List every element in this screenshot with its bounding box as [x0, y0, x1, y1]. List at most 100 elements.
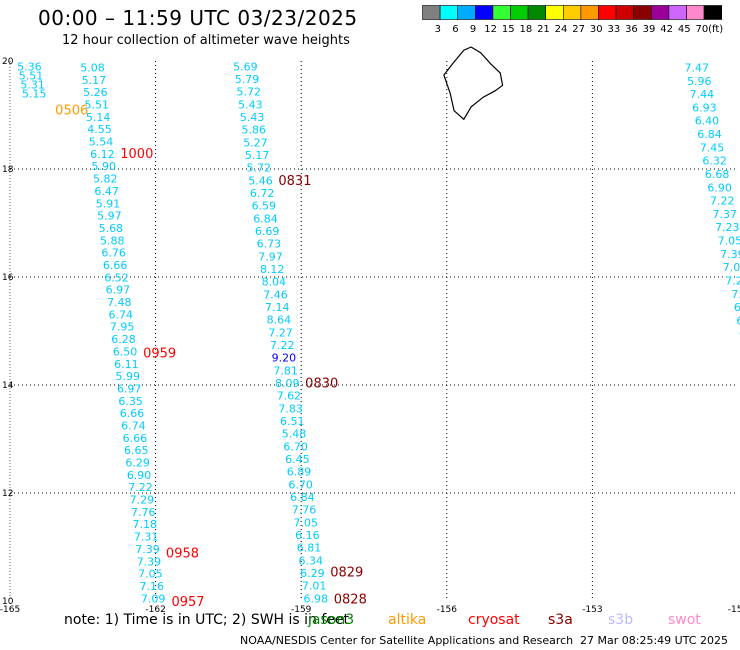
legend-tick-label: 42 [660, 24, 673, 35]
wave-height-value: 7.45 [700, 141, 725, 154]
wave-height-value: 5.86 [242, 124, 267, 137]
wave-height-value: 5.54 [89, 136, 114, 149]
wave-height-value: 7.62 [277, 390, 302, 403]
legend-unit: (ft) [708, 24, 723, 35]
wave-height-value: 6.52 [104, 271, 129, 284]
wave-height-value: 6.73 [257, 238, 282, 251]
wave-height-value: 7.16 [140, 580, 165, 593]
wave-height-value: 5.51 [84, 99, 109, 112]
wave-height-value: 5.51 [19, 69, 44, 82]
wave-height-value: 5.31 [20, 78, 45, 91]
wave-height-value: 6.40 [695, 115, 720, 128]
legend-tick-label: 70 [695, 24, 708, 35]
satellite-label-swot: swot [668, 612, 701, 628]
wave-height-value: 6.35 [118, 395, 143, 408]
wave-height-value: 6.72 [250, 187, 275, 200]
wave-height-value: 6.98 [304, 592, 329, 605]
wave-height-value: 7.47 [684, 61, 709, 74]
lon-tick-label: -153 [582, 605, 602, 612]
wave-height-value: 6.32 [702, 155, 727, 168]
pass-time-label: 0506 [55, 104, 88, 119]
wave-height-value: 6.68 [705, 168, 730, 181]
wave-height-value: 5.91 [96, 197, 121, 210]
lat-tick-label: 12 [2, 489, 13, 499]
wave-height-value: 6.81 [297, 542, 322, 555]
wave-height-value: 6.76 [101, 247, 126, 260]
wave-height-value: 5.96 [687, 75, 712, 88]
legend-tick-label: 33 [607, 24, 620, 35]
lat-tick-label: 14 [2, 381, 14, 391]
wave-height-value: 5.72 [247, 162, 272, 175]
footnote: note: 1) Time is in UTC; 2) SWH is in fe… [64, 612, 350, 628]
wave-height-value: 7.1 [731, 288, 740, 301]
wave-height-map: -165 -162 -159 -156 -153 -150 10 12 14 16 18 205.36… [0, 46, 740, 612]
wave-height-value: 7.29 [130, 494, 155, 507]
lat-tick-label: 18 [2, 165, 14, 175]
lat-tick-label: 16 [2, 273, 14, 283]
wave-height-value: 6.29 [125, 457, 150, 470]
wave-height-value: 6.45 [285, 453, 310, 466]
wave-height-value: 6.69 [255, 225, 280, 238]
wave-height-value: 6.89 [287, 466, 312, 479]
wave-height-value: 7.07 [723, 261, 740, 274]
legend-tick-label: 36 [625, 24, 638, 35]
pass-time-label: 0829 [330, 565, 363, 580]
legend-tick-label: 30 [590, 24, 603, 35]
wave-height-value: 5.43 [240, 111, 265, 124]
wave-height-value: 7.05 [138, 568, 163, 581]
color-legend: 3 6 9 12 15 18 21 24 27 30 33 36 39 42 45 70 (ft) [422, 5, 723, 35]
wave-height-value: 6.34 [298, 554, 323, 567]
wave-height-value: 5.72 [236, 86, 261, 99]
wave-height-value: 6.97 [117, 382, 142, 395]
page-title: 00:00 – 11:59 UTC 03/23/2025 [38, 6, 358, 30]
wave-height-value: 7.05 [718, 235, 740, 248]
generated-timestamp: 27 Mar 08:25:49 UTC 2025 [580, 634, 728, 647]
wave-height-value: 7.01 [302, 580, 327, 593]
lat-tick-label: 10 [2, 597, 14, 607]
legend-tick-label: 15 [502, 24, 515, 35]
wave-height-value: 7.37 [713, 208, 738, 221]
wave-height-value: 7.95 [110, 321, 135, 334]
legend-tick-label: 18 [519, 24, 532, 35]
wave-height-value: 6.70 [288, 478, 313, 491]
wave-height-value: 6.9 [739, 328, 740, 341]
wave-height-value: 7.23 [715, 221, 740, 234]
wave-height-value: 5.26 [83, 86, 108, 99]
lon-tick-label: -165 [0, 605, 20, 612]
wave-height-value: 8.12 [260, 263, 285, 276]
wave-height-value: 8.09 [275, 377, 300, 390]
satellite-label-jason3: jason3 [308, 612, 355, 628]
wave-height-value: 5.43 [238, 98, 263, 111]
wave-height-value: 7.29 [725, 274, 740, 287]
wave-height-value: 7.14 [265, 301, 290, 314]
credit-line: NOAA/NESDIS Center for Satellite Applica… [240, 634, 574, 647]
wave-height-value: 6.11 [114, 358, 139, 371]
wave-height-value: 6.28 [111, 333, 136, 346]
wave-height-value: 7.27 [268, 326, 293, 339]
wave-height-value: 6.90 [127, 469, 152, 482]
wave-height-value: 7.81 [273, 364, 298, 377]
wave-height-value: 4.55 [87, 123, 112, 136]
wave-height-value: 6.66 [103, 259, 128, 272]
wave-height-value: 8.64 [267, 314, 292, 327]
wave-height-value: 6.50 [113, 345, 138, 358]
island-outline [443, 46, 504, 121]
legend-tick-label: 21 [537, 24, 550, 35]
wave-height-value: 6.66 [120, 407, 145, 420]
wave-height-value: 5.46 [248, 174, 273, 187]
wave-height-value: 6.97 [106, 284, 131, 297]
legend-tick-label: 27 [572, 24, 585, 35]
wave-height-value: 5.90 [92, 160, 117, 173]
wave-height-value: 7.18 [132, 518, 157, 531]
wave-height-value: 5.27 [243, 136, 268, 149]
satellite-label-s3a: s3a [548, 612, 573, 628]
wave-height-value: 6.84 [697, 128, 722, 141]
legend-tick-label: 9 [470, 24, 476, 35]
wave-height-value: 6.84 [290, 491, 315, 504]
wave-height-value: 9.20 [272, 352, 297, 365]
lon-tick-label: -162 [145, 605, 165, 612]
wave-height-value: 6.74 [121, 419, 146, 432]
wave-height-value: 7.44 [690, 88, 715, 101]
pass-time-label: 0828 [334, 592, 367, 607]
wave-height-value: 5.08 [80, 61, 105, 74]
